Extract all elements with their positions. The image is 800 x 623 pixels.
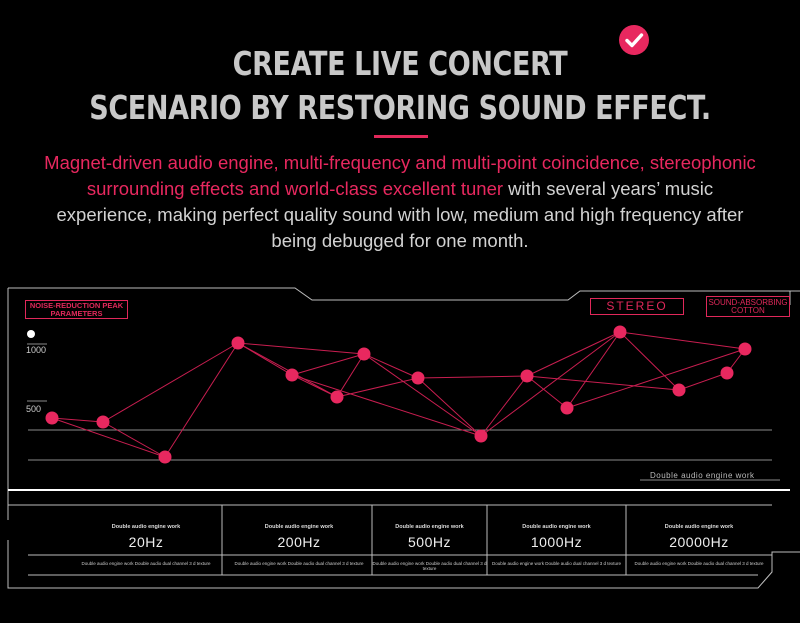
axis-label-1000: 1000 [26, 345, 47, 355]
tag-sound-absorbing: SOUND-ABSORBING COTTON [706, 296, 790, 317]
freq-cell-500hz: Double audio engine work 500Hz Double au… [372, 524, 487, 571]
freq-value: 500Hz [408, 534, 451, 550]
freq-cell-20hz: Double audio engine work 20Hz Double aud… [70, 524, 222, 566]
wave-line [566, 331, 621, 409]
headline-line-2: SCENARIO BY RESTORING SOUND EFFECT. [89, 88, 711, 127]
freq-value: 1000Hz [530, 534, 583, 550]
wave-point [411, 371, 425, 385]
freq-value: 20000Hz [669, 534, 729, 550]
wave-point [285, 368, 299, 382]
wave-point [330, 390, 344, 404]
wave-line [102, 421, 166, 458]
freq-note: Double audio engine work Double audio du… [234, 561, 364, 566]
wave-line [291, 353, 365, 376]
wave-line [336, 377, 419, 398]
wave-line [291, 374, 482, 437]
wave-point [613, 325, 627, 339]
freq-value: 20Hz [128, 534, 164, 550]
wave-line [566, 348, 746, 409]
wave-line [619, 331, 746, 350]
wave-line [336, 353, 365, 398]
freq-value: 200Hz [277, 534, 321, 550]
check-circle-icon [619, 25, 649, 55]
wave-line [237, 342, 338, 398]
footnote: Double audio engine work [650, 471, 755, 480]
freq-note: Double audio engine work Double audio du… [491, 561, 622, 566]
wave-line [526, 375, 680, 391]
wave-line [480, 331, 621, 437]
wave-point [738, 342, 752, 356]
description-rest: with several years’ music experience, ma… [56, 178, 744, 251]
freq-note: Double audio engine work Double audio du… [81, 561, 211, 566]
wave-line [619, 331, 680, 391]
headline-line-1: CREATE LIVE CONCERT [232, 44, 568, 83]
wave-line [237, 342, 365, 355]
wave-line [363, 353, 482, 437]
freq-label: Double audio engine work [395, 524, 464, 530]
freq-label: Double audio engine work [664, 524, 734, 530]
wave-line [164, 342, 239, 458]
freq-note: Double audio engine work Double audio du… [634, 561, 764, 566]
wave-point [672, 383, 686, 397]
freq-note: Double audio engine work Double audio du… [372, 561, 487, 571]
title-underline [374, 135, 428, 138]
wave-lines [51, 331, 746, 458]
grid-lines [27, 343, 780, 481]
freq-cell-1000hz: Double audio engine work 1000Hz Double a… [487, 524, 626, 566]
freq-cell-200hz: Double audio engine work 200Hz Double au… [226, 524, 372, 566]
wave-point [720, 366, 734, 380]
description: Magnet-driven audio engine, multi-freque… [40, 150, 760, 254]
freq-label: Double audio engine work [264, 524, 334, 530]
wave-line [417, 375, 528, 379]
wave-line [526, 375, 568, 409]
tag-stereo: STEREO [590, 298, 684, 315]
freq-cell-20000hz: Double audio engine work 20000Hz Double … [626, 524, 772, 566]
freq-label: Double audio engine work [522, 524, 591, 530]
wave-point [45, 411, 59, 425]
wave-point [158, 450, 172, 464]
description-highlight: Magnet-driven audio engine, multi-freque… [44, 152, 756, 199]
wave-line [480, 375, 528, 437]
panel-frame [7, 287, 800, 589]
wave-point [96, 415, 110, 429]
wave-point [560, 401, 574, 415]
wave-point [474, 429, 488, 443]
wave-line [51, 417, 104, 423]
wave-point [357, 347, 371, 361]
headline: CREATE LIVE CONCERT SCENARIO BY RESTORIN… [72, 42, 728, 130]
wave-points [45, 325, 752, 464]
wave-line [51, 417, 166, 458]
axis-label-500: 500 [26, 404, 42, 414]
wave-point [231, 336, 245, 350]
wave-line [678, 372, 728, 391]
wave-line [526, 331, 621, 377]
wave-line [363, 353, 419, 379]
wave-point [520, 369, 534, 383]
axis-marker-dot [27, 330, 35, 338]
wave-line [102, 342, 239, 423]
wave-line [417, 377, 482, 437]
freq-label: Double audio engine work [111, 524, 181, 530]
tag-noise-reduction: NOISE-REDUCTION PEAK PARAMETERS [25, 300, 128, 319]
